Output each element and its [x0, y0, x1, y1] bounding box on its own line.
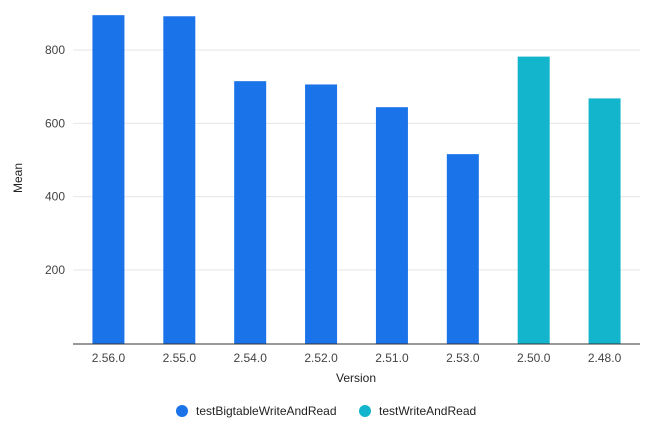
legend: testBigtableWriteAndRead testWriteAndRead	[176, 404, 476, 418]
x-tick-label: 2.48.0	[588, 351, 622, 365]
bar-2-50-0[interactable]	[517, 56, 550, 344]
x-tick-label: 2.50.0	[517, 351, 551, 365]
bars	[92, 15, 621, 345]
bar-2-51-0[interactable]	[375, 107, 408, 344]
x-tick-label: 2.56.0	[92, 351, 126, 365]
x-tick-label: 2.55.0	[163, 351, 197, 365]
axes: 200 400 600 800 2.56.0 2.55.0 2.54.0 2.52.0 2.51…	[45, 43, 640, 365]
bar-2-54-0[interactable]	[234, 81, 267, 345]
legend-marker[interactable]	[359, 405, 371, 417]
x-tick-label: 2.53.0	[446, 351, 480, 365]
bar-2-56-0[interactable]	[92, 15, 125, 345]
legend-label[interactable]: testBigtableWriteAndRead	[196, 404, 337, 418]
x-tick-label: 2.54.0	[234, 351, 268, 365]
bar-2-48-0[interactable]	[588, 98, 621, 345]
x-tick-label: 2.52.0	[304, 351, 338, 365]
gridlines	[73, 49, 640, 271]
bar-2-55-0[interactable]	[163, 16, 196, 345]
x-tick-label: 2.51.0	[375, 351, 409, 365]
legend-label[interactable]: testWriteAndRead	[379, 404, 476, 418]
legend-marker[interactable]	[176, 405, 188, 417]
y-tick-label: 800	[45, 43, 65, 57]
bar-2-53-0[interactable]	[446, 154, 479, 344]
y-tick-label: 400	[45, 190, 65, 204]
y-tick-label: 600	[45, 116, 65, 130]
y-axis-title: Mean	[11, 163, 25, 193]
y-tick-label: 200	[45, 263, 65, 277]
x-axis-title: Version	[336, 371, 376, 385]
bar-2-52-0[interactable]	[305, 84, 338, 344]
